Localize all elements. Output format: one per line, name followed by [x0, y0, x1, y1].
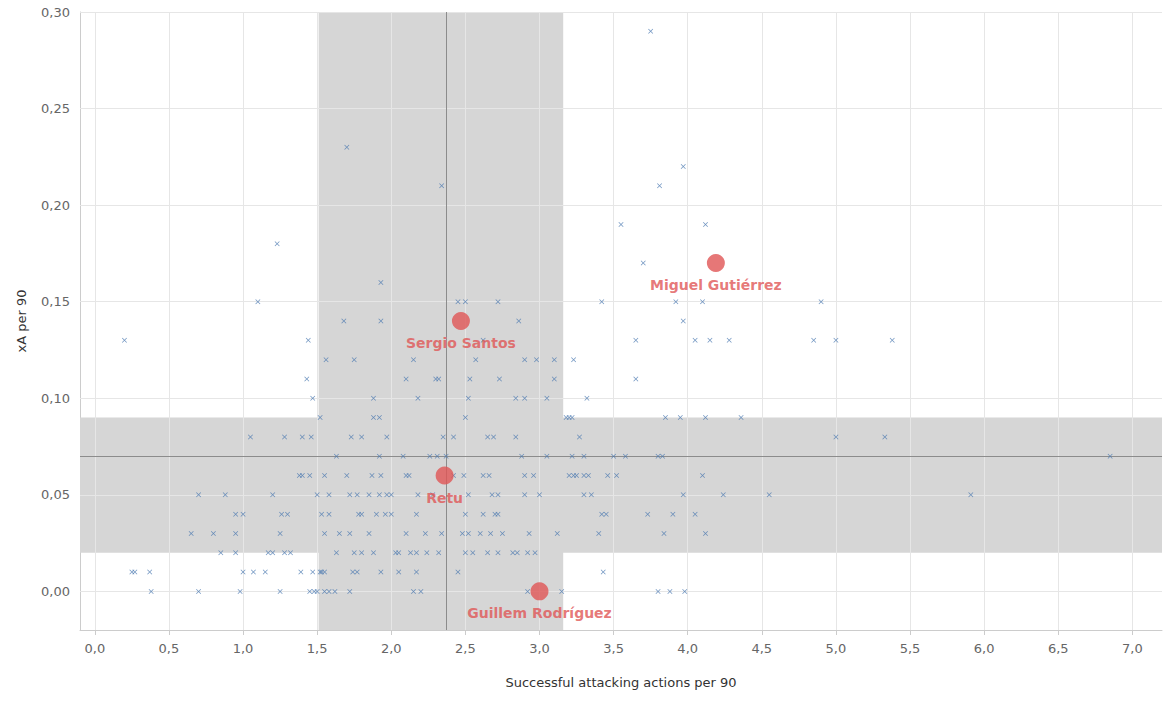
svg-text:2,5: 2,5 [455, 641, 476, 656]
svg-text:0,15: 0,15 [41, 294, 70, 309]
svg-text:2,0: 2,0 [381, 641, 402, 656]
svg-text:7,0: 7,0 [1122, 641, 1143, 656]
svg-text:Successful attacking actions p: Successful attacking actions per 90 [505, 675, 736, 690]
svg-text:Guillem Rodríguez: Guillem Rodríguez [467, 605, 612, 621]
svg-text:6,0: 6,0 [974, 641, 995, 656]
svg-text:1,0: 1,0 [233, 641, 254, 656]
svg-text:0,25: 0,25 [41, 101, 70, 116]
svg-text:Sergio Santos: Sergio Santos [406, 335, 516, 351]
svg-text:0,20: 0,20 [41, 198, 70, 213]
svg-text:5,0: 5,0 [826, 641, 847, 656]
svg-text:Retu: Retu [426, 490, 463, 506]
svg-text:0,30: 0,30 [41, 5, 70, 20]
svg-text:4,0: 4,0 [677, 641, 698, 656]
svg-text:3,5: 3,5 [603, 641, 624, 656]
svg-text:0,10: 0,10 [41, 391, 70, 406]
svg-text:Miguel Gutiérrez: Miguel Gutiérrez [650, 277, 782, 293]
svg-text:4,5: 4,5 [751, 641, 772, 656]
svg-text:5,5: 5,5 [900, 641, 921, 656]
svg-text:0,00: 0,00 [41, 584, 70, 599]
svg-text:3,0: 3,0 [529, 641, 550, 656]
svg-text:0,5: 0,5 [159, 641, 180, 656]
svg-text:0,05: 0,05 [41, 487, 70, 502]
svg-text:1,5: 1,5 [307, 641, 328, 656]
svg-text:0,0: 0,0 [84, 641, 105, 656]
svg-text:6,5: 6,5 [1048, 641, 1069, 656]
svg-text:xA per 90: xA per 90 [14, 290, 29, 353]
